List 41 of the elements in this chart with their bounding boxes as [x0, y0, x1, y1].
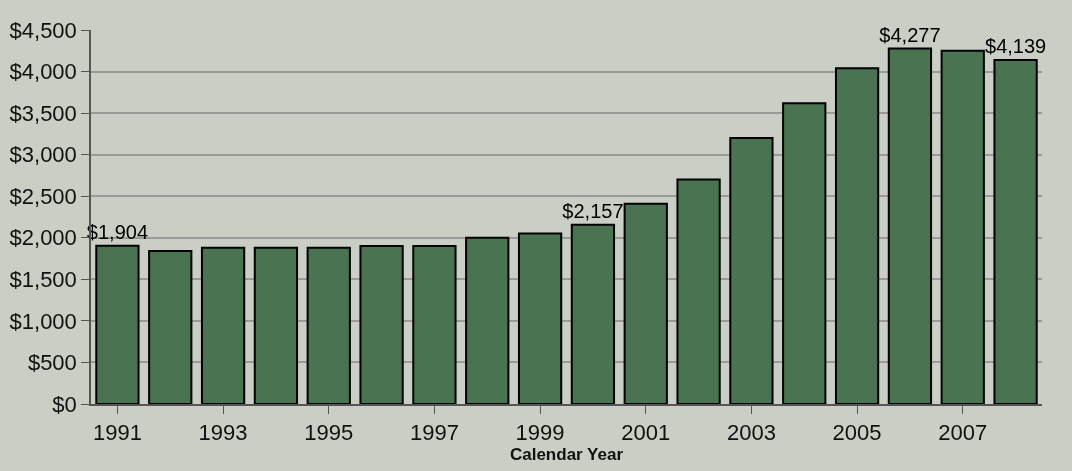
x-axis-title: Calendar Year [509, 445, 624, 465]
x-tick-label: 1993 [198, 420, 248, 446]
y-tick-label: $1,500 [9, 267, 77, 293]
bar [412, 245, 457, 404]
y-tick-label: $0 [52, 391, 77, 417]
bar [940, 49, 985, 404]
y-tick-label: $1,000 [9, 308, 77, 334]
x-tick-label: 2003 [726, 420, 776, 446]
bar [834, 67, 880, 404]
y-tick-label: $500 [27, 350, 77, 376]
bar [676, 178, 721, 404]
bar [729, 137, 774, 404]
y-tick-label: $2,500 [9, 183, 77, 209]
bar [465, 236, 510, 404]
bar [517, 232, 563, 404]
data-label: $2,157 [562, 199, 624, 222]
data-label: $4,277 [879, 23, 941, 46]
bar [782, 102, 827, 404]
y-tick-label: $4,500 [9, 17, 77, 43]
bar [623, 202, 668, 404]
x-tick-label: 1997 [409, 420, 459, 446]
data-label: $4,139 [985, 35, 1047, 57]
bar [359, 245, 404, 404]
bar [95, 244, 140, 404]
bar [148, 250, 193, 404]
x-tick-label: 2007 [938, 420, 988, 446]
x-tick-label: 1995 [304, 420, 354, 446]
bar [253, 246, 299, 404]
y-tick-label: $2,000 [9, 225, 77, 251]
x-tick-label: 2001 [621, 420, 671, 446]
bar [570, 223, 616, 404]
bar [887, 47, 933, 404]
y-tick-label: $3,000 [9, 142, 77, 168]
bar [200, 246, 246, 404]
x-tick-label: 1991 [92, 420, 142, 446]
bar [306, 246, 351, 404]
y-tick-label: $4,000 [9, 59, 77, 85]
bar [993, 59, 1038, 404]
x-tick-label: 1999 [515, 420, 565, 446]
x-tick-label: 2005 [832, 420, 882, 446]
y-tick-label: $3,500 [9, 100, 77, 126]
